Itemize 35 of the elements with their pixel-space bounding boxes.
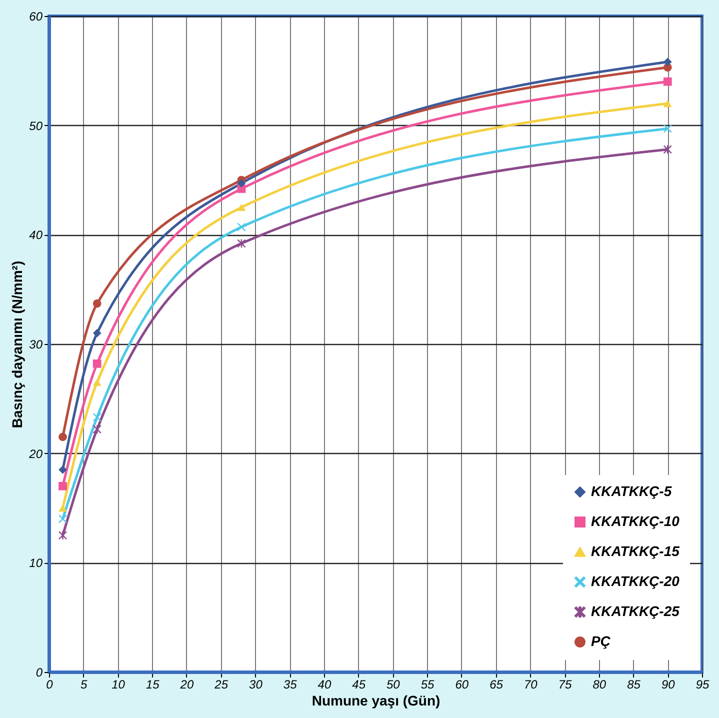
x-tick-label: 70 [524, 678, 538, 692]
x-tick-label: 85 [627, 678, 641, 692]
y-tick-label: 30 [29, 338, 43, 352]
x-tick-label: 35 [283, 678, 298, 692]
legend-label: PÇ [591, 633, 612, 649]
x-tick-label: 45 [352, 678, 366, 692]
y-tick-label: 0 [36, 666, 43, 680]
legend-label: KKATKKÇ-20 [591, 573, 680, 589]
y-axis-title: Basınç dayanımı (N/mm²) [9, 260, 26, 428]
legend-label: KKATKKÇ-5 [591, 483, 672, 499]
legend-label: KKATKKÇ-15 [591, 543, 680, 559]
x-tick-label: 0 [46, 678, 54, 692]
x-tick-label: 15 [146, 678, 160, 692]
x-tick-label: 30 [249, 678, 263, 692]
x-tick-label: 60 [455, 678, 469, 692]
x-tick-label: 10 [112, 678, 126, 692]
y-tick-label: 10 [29, 556, 43, 570]
x-tick-label: 20 [179, 678, 194, 692]
x-tick-label: 75 [558, 678, 572, 692]
x-tick-label: 5 [80, 678, 88, 692]
x-tick-label: 55 [420, 678, 435, 692]
y-tick-label: 20 [28, 446, 43, 461]
legend-label: KKATKKÇ-25 [591, 603, 680, 619]
x-tick-label: 50 [386, 678, 400, 692]
x-tick-label: 40 [318, 678, 332, 692]
x-tick-label: 80 [592, 678, 606, 692]
y-tick-label: 60 [29, 10, 43, 24]
x-axis-title: Numune yaşı (Gün) [312, 692, 440, 708]
x-tick-label: 65 [490, 678, 504, 692]
y-tick-label: 50 [29, 118, 43, 133]
x-tick-label: 95 [696, 678, 710, 692]
legend-label: KKATKKÇ-10 [591, 513, 680, 529]
x-tick-label: 90 [661, 678, 676, 692]
x-tick-label: 25 [214, 678, 228, 692]
y-tick-label: 40 [29, 228, 43, 242]
